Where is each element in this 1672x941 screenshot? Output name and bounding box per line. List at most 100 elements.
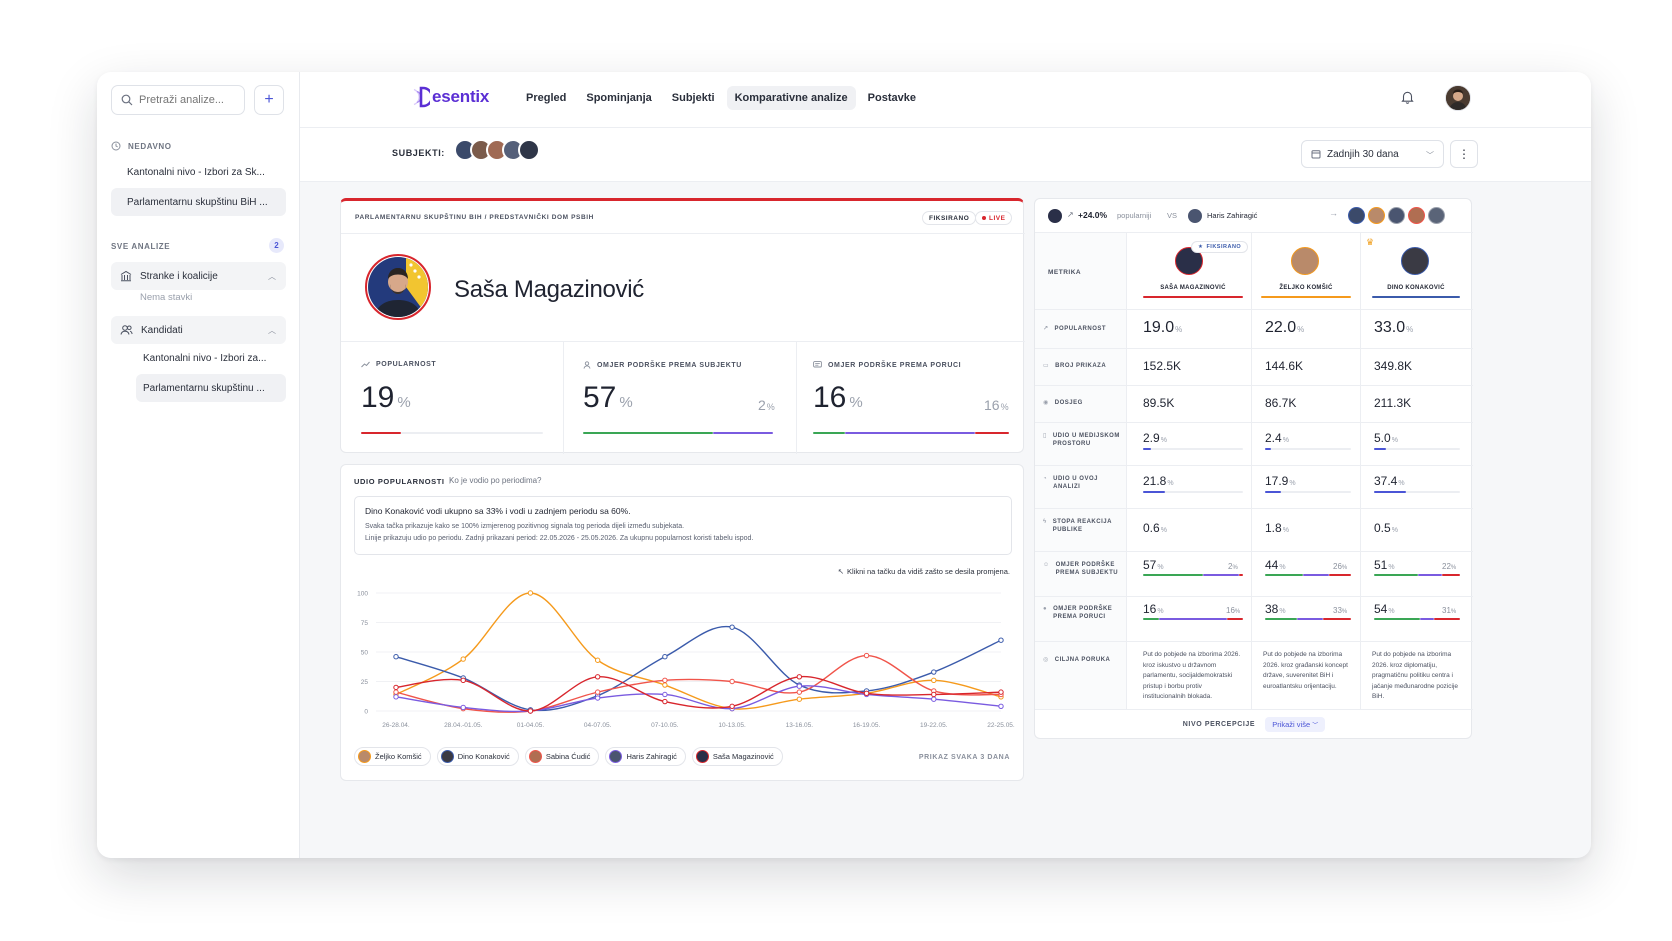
show-more-button[interactable]: Prikaži više ﹀ — [1265, 716, 1326, 732]
data-point[interactable] — [863, 652, 870, 659]
tab-postavke[interactable]: Postavke — [867, 92, 916, 104]
series-line[interactable] — [395, 654, 1002, 714]
search-input[interactable] — [139, 94, 239, 106]
series-line[interactable] — [395, 675, 1002, 712]
chevron-up-icon[interactable]: ︿ — [268, 272, 276, 281]
bar-fill — [1374, 448, 1386, 450]
search-icon — [121, 94, 133, 106]
avatar — [695, 750, 709, 763]
recent-item[interactable]: Kantonalni nivo - Izbori za Sk... — [127, 166, 265, 178]
legend-item[interactable]: Haris Zahiragić — [605, 747, 686, 766]
data-point[interactable] — [931, 691, 937, 698]
legend-item[interactable]: Saša Magazinović — [691, 747, 783, 766]
data-point[interactable] — [594, 689, 601, 695]
candidate-item[interactable]: Kantonalni nivo - Izbori za... — [143, 352, 267, 364]
divider — [341, 341, 1025, 342]
logo[interactable]: esentix — [410, 86, 489, 108]
data-point[interactable] — [796, 683, 803, 689]
data-point[interactable] — [796, 674, 803, 680]
add-analysis-button[interactable]: + — [254, 85, 284, 115]
x-tick-label: 10-13.05. — [718, 722, 746, 729]
avatar[interactable] — [1368, 207, 1385, 224]
bar-positive — [1143, 574, 1203, 576]
data-point[interactable] — [796, 696, 803, 702]
group-candidates[interactable]: Kandidati ︿ — [111, 316, 286, 344]
data-point[interactable] — [393, 684, 399, 691]
data-point[interactable] — [931, 677, 937, 684]
series-line[interactable] — [395, 625, 1002, 712]
tab-spominjanja[interactable]: Spominjanja — [586, 92, 652, 104]
bookmark-icon: ▯ — [1043, 433, 1047, 439]
legend-item[interactable]: Dino Konaković — [436, 747, 519, 766]
data-point[interactable] — [662, 654, 668, 660]
more-options-button[interactable]: ⋮ — [1450, 140, 1478, 168]
tab-komparativne-analize[interactable]: Komparativne analize — [726, 86, 856, 110]
candidate-item-active[interactable]: Parlamentarnu skupštinu ... — [136, 374, 286, 402]
divider — [1251, 233, 1252, 709]
divider — [1035, 309, 1473, 310]
kpi-message-pos-bar — [813, 432, 845, 434]
subject-avatar[interactable] — [518, 139, 540, 161]
cell-value: 19.0% — [1143, 319, 1183, 336]
compare-avatars[interactable] — [1348, 207, 1445, 224]
tab-pregled[interactable]: Pregled — [526, 92, 567, 104]
cell-value: 37.4% — [1374, 474, 1405, 488]
cell-value: 16% — [1143, 602, 1164, 616]
summary-delta: +24.0% — [1078, 210, 1108, 220]
line-chart[interactable]: 0 25 50 75 100 26-28.04. 28.04.-01.05. 01-04.05… — [341, 585, 1025, 745]
data-point[interactable] — [662, 677, 668, 684]
group-parties[interactable]: Stranke i koalicije ︿ — [111, 262, 286, 290]
data-point[interactable] — [662, 698, 668, 705]
data-point[interactable] — [931, 696, 937, 702]
data-point[interactable] — [998, 637, 1004, 643]
data-point[interactable] — [393, 694, 399, 700]
series-line[interactable] — [395, 592, 1002, 710]
data-point[interactable] — [729, 703, 735, 709]
avatar[interactable] — [1388, 207, 1405, 224]
data-point[interactable] — [796, 689, 803, 695]
recent-item-active[interactable]: Parlamentarnu skupštinu BiH ... — [111, 188, 286, 216]
cell-value: 57% — [1143, 558, 1164, 572]
data-point[interactable] — [594, 695, 601, 701]
subject-avatars[interactable] — [454, 139, 540, 161]
chevron-up-icon[interactable]: ︿ — [268, 326, 276, 335]
x-tick-label: 26-28.04. — [382, 722, 410, 729]
tab-subjekti[interactable]: Subjekti — [671, 92, 715, 104]
search-box[interactable] — [111, 85, 245, 115]
avatar[interactable] — [1348, 207, 1365, 224]
y-tick-label: 0 — [364, 709, 368, 716]
data-point[interactable] — [594, 657, 601, 663]
data-point[interactable] — [460, 677, 466, 684]
cell-value: 54% — [1374, 602, 1395, 616]
x-tick-label: 07-10.05. — [651, 722, 679, 729]
data-point[interactable] — [729, 624, 735, 630]
note-line: Linije prikazuju udio po periodu. Zadnji… — [365, 535, 754, 542]
avatar — [528, 750, 542, 763]
data-point[interactable] — [527, 590, 534, 596]
kpi-subject-value: 57% — [583, 381, 633, 414]
data-point[interactable] — [662, 691, 668, 698]
data-point[interactable] — [931, 669, 937, 675]
data-point[interactable] — [594, 674, 601, 680]
date-range-select[interactable]: Zadnjih 30 dana ﹀ — [1301, 140, 1444, 168]
avatar[interactable] — [1428, 207, 1445, 224]
avatar[interactable] — [1408, 207, 1425, 224]
data-point[interactable] — [393, 689, 399, 695]
bell-icon[interactable] — [1401, 90, 1414, 104]
series-line[interactable] — [395, 685, 1002, 713]
data-point[interactable] — [729, 678, 735, 685]
legend-item[interactable]: Sabina Ćudić — [524, 747, 600, 766]
user-avatar[interactable] — [1445, 85, 1471, 111]
data-point[interactable] — [998, 689, 1004, 695]
data-point[interactable] — [863, 690, 870, 697]
data-point[interactable] — [460, 656, 466, 662]
legend-item[interactable]: Željko Komšić — [354, 747, 431, 766]
col-name: DINO KONAKOVIĆ — [1387, 285, 1445, 291]
data-point[interactable] — [393, 654, 399, 660]
data-point[interactable] — [460, 704, 466, 711]
calendar-icon — [1311, 150, 1321, 159]
fixed-badge: FIKSIRANO — [922, 211, 977, 225]
data-point[interactable] — [998, 703, 1004, 709]
data-point[interactable] — [662, 682, 668, 688]
data-point[interactable] — [527, 708, 534, 714]
